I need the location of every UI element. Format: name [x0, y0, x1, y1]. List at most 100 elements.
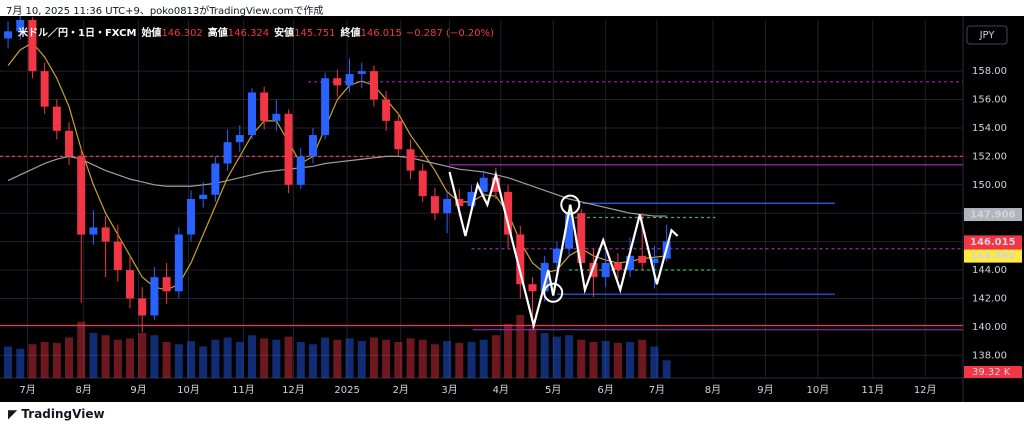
ohlc-name: 終値	[341, 26, 361, 39]
moving-average	[7, 155, 667, 217]
volume-bar	[406, 338, 415, 378]
candle-body	[16, 20, 25, 32]
candle-body	[101, 227, 110, 242]
x-tick-label: 8月	[705, 384, 721, 396]
price-label-box	[964, 208, 1022, 222]
x-tick-label: 12月	[914, 384, 937, 396]
volume-bar	[272, 339, 281, 378]
volume-bar	[467, 342, 476, 378]
ohlc-value: 146.015	[361, 28, 402, 39]
volume-bar	[662, 360, 671, 378]
candle-body	[113, 241, 122, 271]
volume-bar	[638, 339, 647, 378]
candle-body	[345, 73, 354, 86]
y-tick-label: 140.00	[972, 322, 1007, 333]
volume-bar	[504, 324, 513, 378]
volume-label: 39.32 K	[972, 367, 1011, 378]
candle-body	[126, 270, 135, 299]
volume-bar	[150, 335, 159, 378]
volume-bar	[199, 346, 208, 378]
candle-body	[626, 255, 635, 271]
volume-bar	[626, 342, 635, 378]
candle-body	[565, 213, 574, 249]
volume-bar	[345, 338, 354, 378]
volume-bar	[28, 344, 37, 378]
y-tick-label: 138.00	[972, 350, 1007, 361]
candle-body	[223, 142, 232, 164]
candle-body	[247, 92, 256, 136]
x-tick-label: 9月	[757, 384, 773, 396]
candle-body	[186, 199, 195, 235]
candle-body	[577, 213, 586, 263]
candle-body	[650, 258, 659, 263]
volume-bar	[260, 338, 269, 378]
x-tick-label: 2025	[334, 385, 359, 396]
price-label: 144.980	[970, 251, 1016, 262]
ohlc-value: 145.751	[294, 28, 335, 39]
volume-bar	[113, 339, 122, 378]
candle-body	[504, 191, 513, 235]
candle-body	[272, 113, 281, 121]
x-tick-label: 6月	[597, 384, 613, 396]
volume-bar	[565, 335, 574, 378]
candle-body	[89, 227, 98, 235]
caption: 7月 10, 2025 11:36 UTC+9、poko0813がTrading…	[6, 6, 324, 17]
volume-bar	[613, 342, 622, 378]
volume-bar	[479, 339, 488, 378]
ohlc-value: 146.302	[161, 28, 202, 39]
candle-body	[394, 120, 403, 150]
drawing-circle	[560, 194, 581, 215]
volume-bar	[382, 339, 391, 378]
candle-body	[601, 262, 610, 278]
chart: 138.00140.00142.00144.00146.00148.00150.…	[0, 16, 1024, 402]
candle-body	[77, 156, 86, 235]
candle-body	[540, 262, 549, 292]
price-label-box	[964, 249, 1022, 263]
candle-body	[162, 277, 171, 292]
x-tick-label: 4月	[493, 384, 509, 396]
x-tick-label: 3月	[441, 384, 457, 396]
candle-body	[479, 177, 488, 192]
candle-body	[65, 130, 74, 157]
candle-body	[40, 71, 49, 107]
volume-bar	[138, 333, 147, 378]
volume-bar	[418, 339, 427, 378]
candle-body	[4, 31, 13, 39]
volume-bar	[528, 328, 537, 378]
volume-bar	[394, 342, 403, 378]
ohlc-name: 高値	[208, 26, 228, 39]
candle-body	[296, 156, 305, 185]
candle-body	[528, 284, 537, 292]
volume-bar	[77, 321, 86, 378]
change: −0.287 (−0.20%)	[406, 28, 494, 39]
candle-body	[613, 262, 622, 271]
ohlc-name: 始値	[141, 26, 161, 39]
candle-body	[150, 277, 159, 316]
ohlc-value: 146.324	[228, 28, 269, 39]
y-tick-label: 150.00	[972, 180, 1007, 191]
candle-body	[406, 149, 415, 171]
x-tick-label: 10月	[806, 384, 829, 396]
x-tick-label: 9月	[130, 384, 146, 396]
symbol: 米ドル／円・1日・FXCM	[18, 26, 136, 39]
volume-bar	[491, 335, 500, 378]
candle-body	[52, 106, 61, 131]
candle-body	[418, 170, 427, 197]
volume-bar	[650, 346, 659, 378]
x-tick-label: 2月	[393, 384, 409, 396]
currency-button[interactable]	[966, 25, 1008, 45]
volume-bar	[65, 337, 74, 378]
drawing-zigzag	[448, 170, 679, 330]
volume-bar	[540, 333, 549, 378]
volume-bar	[247, 335, 256, 378]
volume-bar	[162, 342, 171, 378]
volume-bar	[101, 335, 110, 378]
volume-bar	[16, 348, 25, 378]
x-tick-label: 7月	[19, 384, 35, 396]
candle-body	[260, 92, 269, 121]
candle-body	[443, 199, 452, 214]
volume-bar	[430, 344, 439, 378]
x-tick-label: 8月	[75, 384, 91, 396]
volume-bar	[284, 336, 293, 378]
